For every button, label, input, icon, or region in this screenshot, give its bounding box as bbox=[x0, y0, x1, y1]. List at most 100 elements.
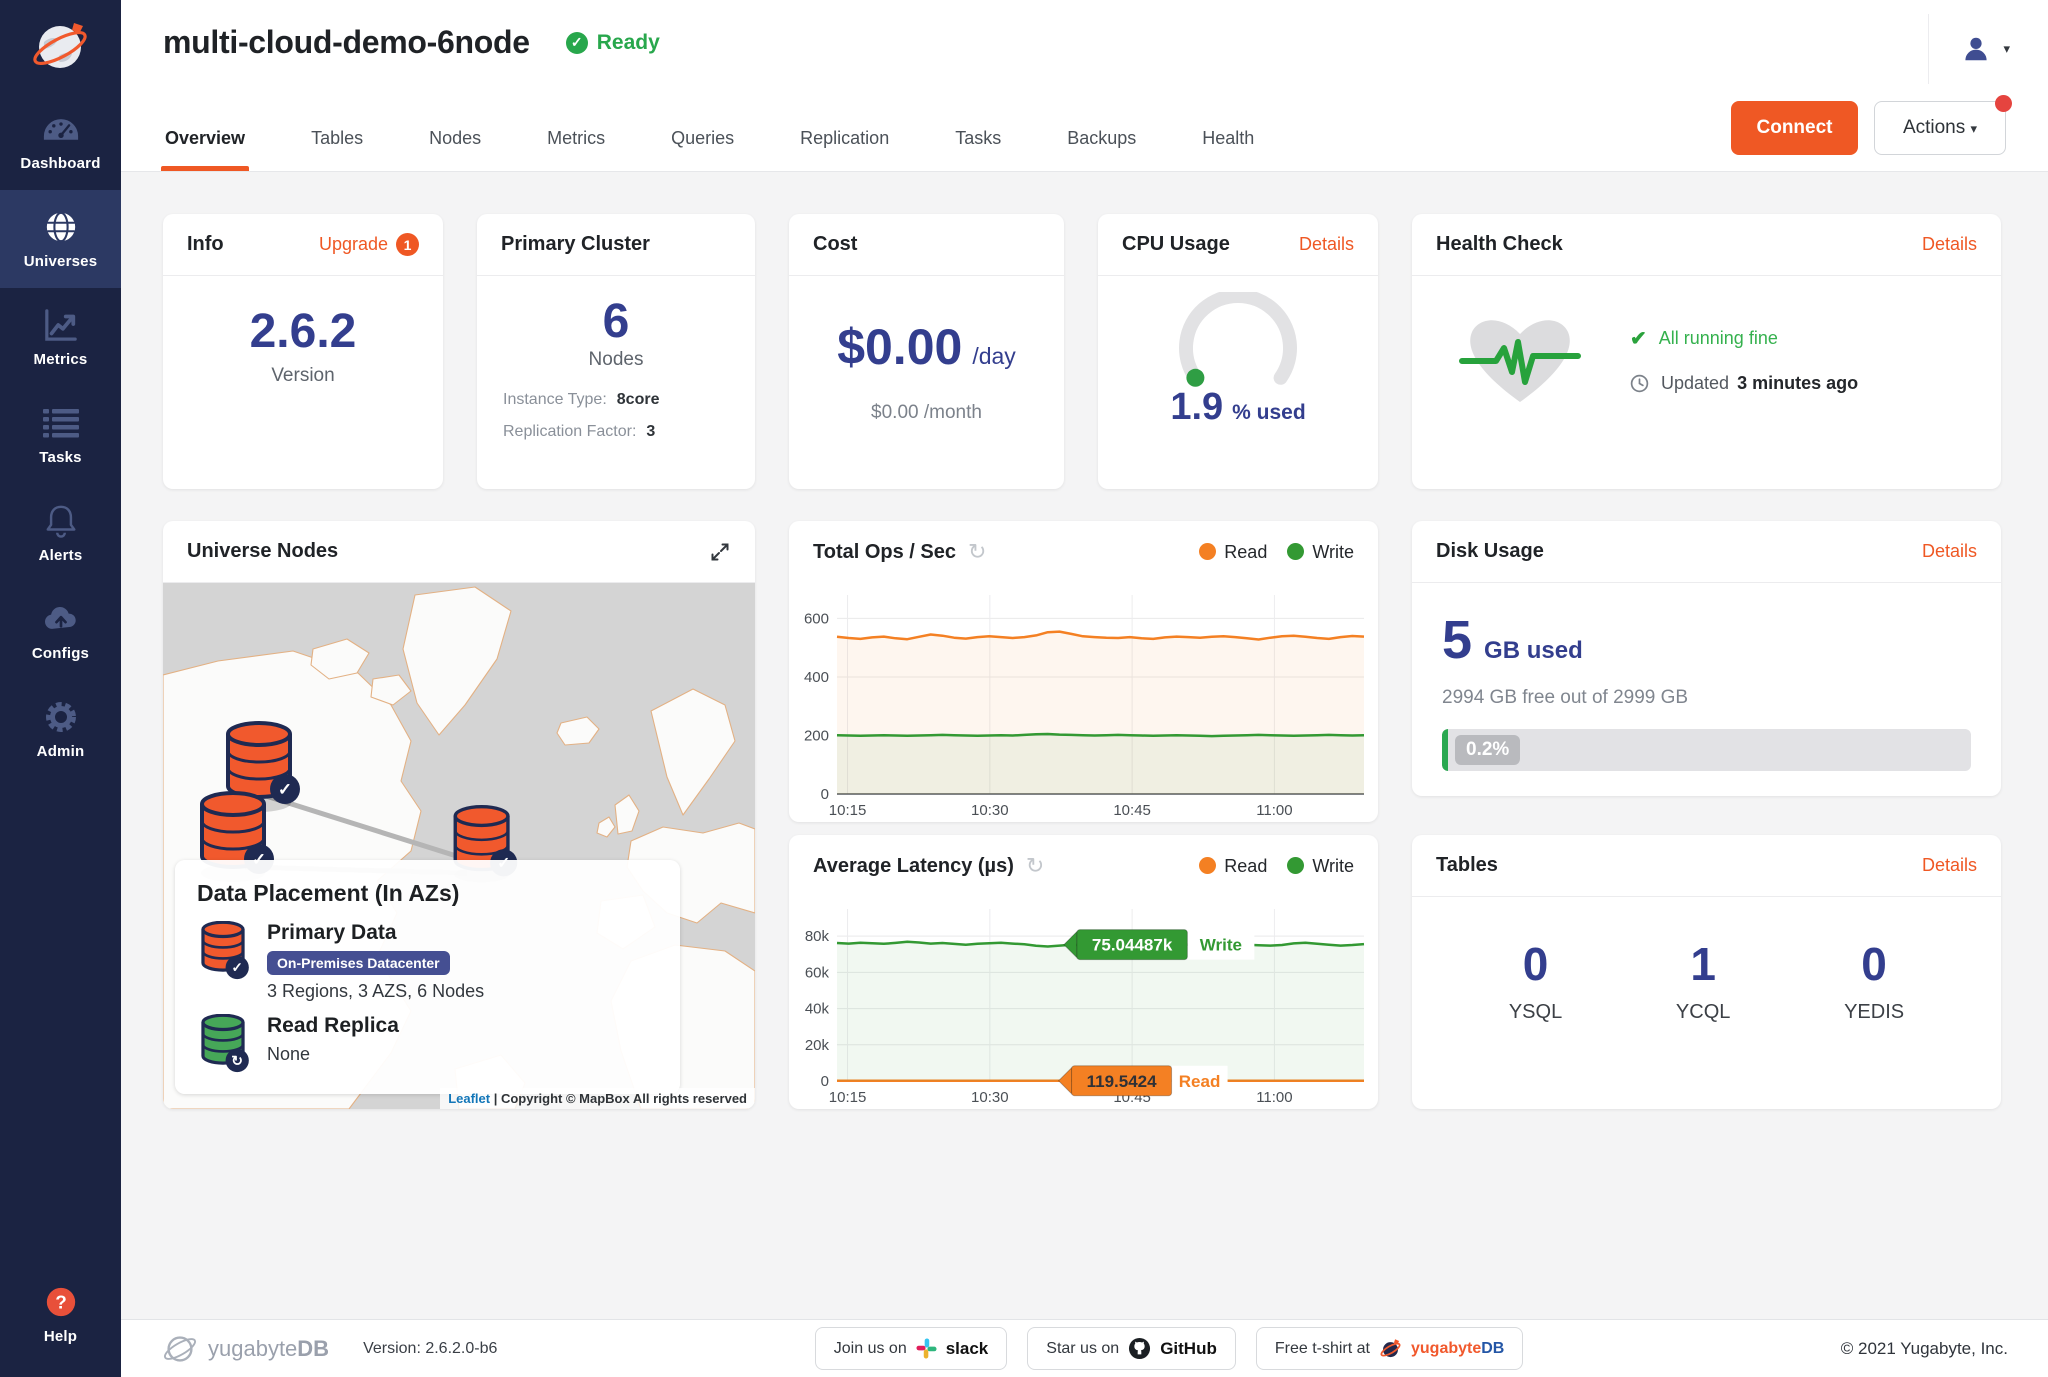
table-count-label: YEDIS bbox=[1844, 1001, 1904, 1024]
sidebar-item-universes[interactable]: Universes bbox=[0, 190, 121, 288]
actions-button[interactable]: Actions ▾ bbox=[1874, 101, 2006, 155]
primary-data-detail: 3 Regions, 3 AZS, 6 Nodes bbox=[267, 981, 484, 1002]
dashboard-gauge-icon bbox=[43, 112, 79, 146]
tables-details-link[interactable]: Details bbox=[1922, 855, 1977, 876]
status-badge: ✓ Ready bbox=[566, 31, 660, 55]
slack-icon bbox=[916, 1338, 937, 1359]
upgrade-label: Upgrade bbox=[319, 234, 388, 255]
health-check-card: Health Check Details ✔ All running fine bbox=[1412, 214, 2001, 489]
tables-title: Tables bbox=[1436, 854, 1498, 877]
svg-text:Read: Read bbox=[1179, 1072, 1221, 1091]
instance-type-value: 8core bbox=[617, 391, 660, 409]
primary-db-icon: ✓ bbox=[197, 921, 249, 983]
sidebar-item-alerts[interactable]: Alerts bbox=[0, 484, 121, 582]
svg-text:0: 0 bbox=[821, 786, 829, 803]
tab-overview[interactable]: Overview bbox=[163, 110, 247, 171]
table-count-value: 0 bbox=[1523, 937, 1549, 991]
github-icon bbox=[1128, 1337, 1151, 1360]
data-placement-panel: Data Placement (In AZs) ✓ Primary Data O… bbox=[175, 860, 680, 1094]
connect-button[interactable]: Connect bbox=[1731, 101, 1858, 155]
tab-replication[interactable]: Replication bbox=[798, 110, 891, 171]
nodes-label: Nodes bbox=[589, 349, 644, 371]
table-count-value: 1 bbox=[1690, 937, 1716, 991]
tshirt-brand-suffix: DB bbox=[1481, 1340, 1504, 1357]
disk-used-unit: GB used bbox=[1484, 637, 1583, 665]
refresh-icon[interactable]: ↻ bbox=[968, 541, 986, 563]
clock-icon bbox=[1630, 374, 1649, 393]
svg-text:20k: 20k bbox=[805, 1037, 830, 1054]
sidebar-item-metrics[interactable]: Metrics bbox=[0, 288, 121, 386]
read-replica-label: Read Replica bbox=[267, 1014, 399, 1038]
chart-value-tag: 75.04487k Write bbox=[1064, 930, 1255, 960]
svg-text:600: 600 bbox=[804, 610, 829, 627]
sidebar-item-help[interactable]: ? Help bbox=[0, 1265, 121, 1363]
tshirt-prefix: Free t-shirt at bbox=[1275, 1340, 1370, 1358]
sidebar-item-label: Configs bbox=[32, 645, 89, 662]
footer-brand-prefix: yugabyte bbox=[208, 1336, 297, 1361]
expand-map-button[interactable] bbox=[709, 541, 731, 563]
cpu-details-link[interactable]: Details bbox=[1299, 234, 1354, 255]
world-map[interactable]: ✓ ✓ bbox=[163, 583, 755, 1109]
github-button[interactable]: Star us on GitHub bbox=[1027, 1327, 1236, 1370]
attribution-text: | Copyright © MapBox All rights reserved bbox=[494, 1091, 747, 1106]
leaflet-link[interactable]: Leaflet bbox=[448, 1091, 490, 1106]
upgrade-link[interactable]: Upgrade 1 bbox=[319, 233, 419, 256]
primary-cluster-title: Primary Cluster bbox=[501, 233, 650, 256]
total-ops-card: Total Ops / Sec ↻ ReadWrite 020040060010… bbox=[789, 521, 1378, 822]
chevron-down-icon: ▾ bbox=[1971, 121, 1978, 136]
sidebar-item-admin[interactable]: Admin bbox=[0, 680, 121, 778]
tshirt-brand-prefix: yugabyte bbox=[1411, 1340, 1481, 1357]
footer-copyright: © 2021 Yugabyte, Inc. bbox=[1841, 1339, 2008, 1359]
tab-bar: Overview Tables Nodes Metrics Queries Replica… bbox=[163, 110, 1256, 171]
tab-nodes[interactable]: Nodes bbox=[427, 110, 483, 171]
planet-rocket-icon bbox=[30, 15, 92, 77]
question-circle-icon: ? bbox=[43, 1285, 79, 1319]
disk-usage-fill bbox=[1442, 729, 1448, 771]
disk-usage-bar: 0.2% bbox=[1442, 729, 1971, 771]
chevron-down-icon: ▾ bbox=[2003, 41, 2010, 57]
sidebar-item-dashboard[interactable]: Dashboard bbox=[0, 92, 121, 190]
svg-text:↻: ↻ bbox=[231, 1054, 243, 1070]
tables-card: Tables Details 0YSQL1YCQL0YEDIS bbox=[1412, 835, 2001, 1109]
svg-text:119.5424: 119.5424 bbox=[1087, 1072, 1158, 1091]
sidebar-item-configs[interactable]: Configs bbox=[0, 582, 121, 680]
cpu-usage-title: CPU Usage bbox=[1122, 233, 1230, 256]
table-count-value: 0 bbox=[1861, 937, 1887, 991]
tshirt-button[interactable]: Free t-shirt at yugabyteDB bbox=[1256, 1327, 1524, 1370]
cloud-upload-icon bbox=[43, 602, 79, 636]
svg-text:✓: ✓ bbox=[278, 780, 292, 799]
legend-write: Write bbox=[1287, 856, 1354, 877]
tab-tables[interactable]: Tables bbox=[309, 110, 365, 171]
tab-backups[interactable]: Backups bbox=[1065, 110, 1138, 171]
health-status-text: All running fine bbox=[1659, 328, 1778, 349]
tab-queries[interactable]: Queries bbox=[669, 110, 736, 171]
slack-button[interactable]: Join us on slack bbox=[815, 1327, 1007, 1370]
gauge-progress-dot bbox=[1186, 369, 1204, 387]
cost-day-unit: /day bbox=[972, 343, 1015, 370]
read-replica-row: ↻ Read Replica None bbox=[197, 1014, 658, 1076]
svg-text:✓: ✓ bbox=[232, 960, 243, 975]
svg-text:75.04487k: 75.04487k bbox=[1092, 936, 1173, 955]
tab-metrics[interactable]: Metrics bbox=[545, 110, 607, 171]
tab-tasks[interactable]: Tasks bbox=[953, 110, 1003, 171]
yugabyte-logo[interactable] bbox=[0, 0, 121, 92]
avg-latency-chart: 020k40k60k80k10:1510:3010:4511:00119.542… bbox=[789, 897, 1378, 1109]
tab-health[interactable]: Health bbox=[1200, 110, 1256, 171]
upgrade-count-badge: 1 bbox=[396, 233, 419, 256]
user-menu[interactable]: ▾ bbox=[1928, 14, 2010, 84]
table-count-label: YSQL bbox=[1509, 1001, 1562, 1024]
svg-text:?: ? bbox=[55, 1293, 67, 1314]
disk-details-link[interactable]: Details bbox=[1922, 541, 1977, 562]
svg-text:Write: Write bbox=[1200, 936, 1242, 955]
sidebar: DashboardUniversesMetricsTasksAlerts Conf… bbox=[0, 0, 121, 1377]
replication-factor-row: Replication Factor: 3 bbox=[503, 423, 729, 441]
total-ops-title: Total Ops / Sec bbox=[813, 541, 956, 564]
refresh-icon[interactable]: ↻ bbox=[1026, 855, 1044, 877]
cost-card: Cost $0.00 /day $0.00 /month bbox=[789, 214, 1064, 489]
read-replica-detail: None bbox=[267, 1044, 399, 1065]
expand-icon bbox=[709, 541, 731, 563]
svg-text:400: 400 bbox=[804, 669, 829, 686]
updated-value: 3 minutes ago bbox=[1737, 373, 1858, 394]
sidebar-item-tasks[interactable]: Tasks bbox=[0, 386, 121, 484]
health-details-link[interactable]: Details bbox=[1922, 234, 1977, 255]
